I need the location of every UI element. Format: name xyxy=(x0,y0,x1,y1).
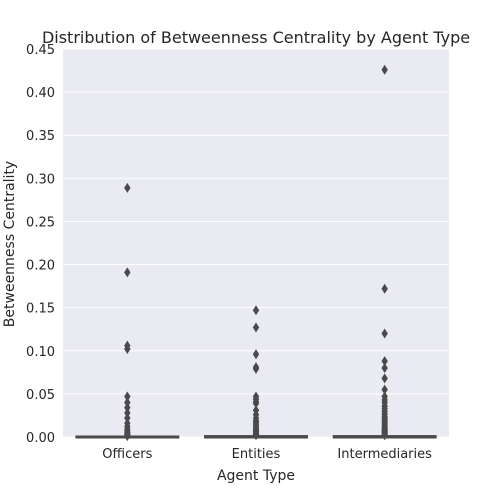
chart-title: Distribution of Betweenness Centrality b… xyxy=(42,28,470,47)
outlier-point xyxy=(124,182,131,193)
y-tick-label: 0.05 xyxy=(26,388,55,403)
outlier-point xyxy=(124,431,131,442)
x-axis-label: Agent Type xyxy=(217,468,295,484)
y-tick-label: 0.40 xyxy=(26,86,55,101)
outlier-point xyxy=(124,391,131,402)
x-tick-label: Entities xyxy=(232,447,281,462)
outlier-point xyxy=(124,344,131,355)
outlier-point xyxy=(381,363,388,374)
outlier-point xyxy=(381,384,388,395)
outlier-point xyxy=(381,283,388,294)
outlier-point xyxy=(252,363,260,374)
outlier-point xyxy=(124,413,131,424)
outlier-point xyxy=(252,322,260,333)
x-tick-label: Intermediaries xyxy=(337,447,432,462)
outlier-point xyxy=(124,397,131,408)
y-axis-label: Betweenness Centrality xyxy=(2,161,18,327)
outlier-point xyxy=(252,398,260,409)
outlier-group xyxy=(124,64,388,442)
outlier-point xyxy=(124,267,131,278)
y-tick-label: 0.30 xyxy=(26,172,55,187)
y-tick-label: 0.45 xyxy=(26,43,55,58)
outlier-point xyxy=(124,402,131,413)
plot-area xyxy=(63,49,449,437)
y-tick-label: 0.25 xyxy=(26,215,55,230)
y-tick-label: 0.15 xyxy=(26,302,55,317)
y-tick-label: 0.35 xyxy=(26,129,55,144)
outlier-point xyxy=(381,64,388,75)
y-tick-label: 0.20 xyxy=(26,259,55,274)
outlier-point xyxy=(381,430,388,441)
outlier-point xyxy=(252,305,260,316)
y-tick-label: 0.10 xyxy=(26,345,55,360)
x-tick-label: Officers xyxy=(102,447,152,462)
y-axis-ticks: 0.00 0.05 0.10 0.15 0.20 0.25 0.30 0.35 0.40 0.45 xyxy=(26,43,55,446)
outlier-point xyxy=(381,328,388,339)
outlier-point xyxy=(124,407,131,418)
outlier-point xyxy=(252,430,260,441)
x-axis-ticks: Officers Entities Intermediaries xyxy=(102,447,432,462)
outlier-point xyxy=(252,349,260,360)
y-tick-label: 0.00 xyxy=(26,431,55,446)
outlier-point xyxy=(381,373,388,384)
outlier-point xyxy=(381,356,388,367)
